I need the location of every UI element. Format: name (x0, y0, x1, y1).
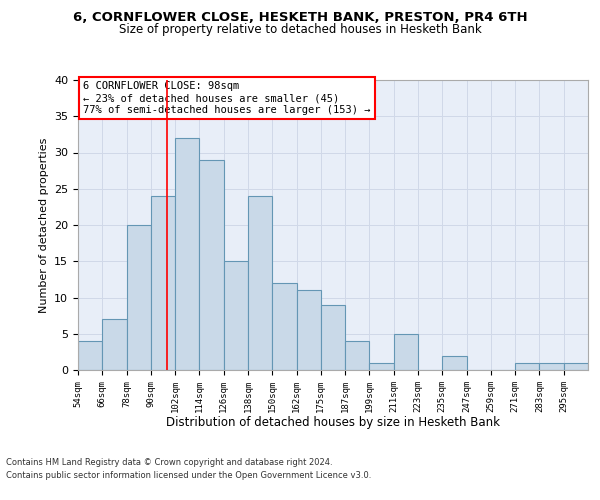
Bar (370, 363, 394, 370)
Bar (199, 160, 224, 370)
Bar (248, 196, 272, 370)
Bar (224, 261, 248, 370)
Text: 6 CORNFLOWER CLOSE: 98sqm
← 23% of detached houses are smaller (45)
77% of semi-: 6 CORNFLOWER CLOSE: 98sqm ← 23% of detac… (83, 82, 371, 114)
Bar (78, 341, 102, 370)
Y-axis label: Number of detached properties: Number of detached properties (38, 138, 49, 312)
Bar (296, 290, 321, 370)
Text: Contains HM Land Registry data © Crown copyright and database right 2024.: Contains HM Land Registry data © Crown c… (6, 458, 332, 467)
Bar (442, 356, 467, 370)
Bar (175, 138, 199, 370)
Bar (564, 363, 588, 370)
Text: Size of property relative to detached houses in Hesketh Bank: Size of property relative to detached ho… (119, 24, 481, 36)
Bar (321, 304, 345, 370)
Bar (102, 320, 127, 370)
Text: Distribution of detached houses by size in Hesketh Bank: Distribution of detached houses by size … (166, 416, 500, 429)
Text: Contains public sector information licensed under the Open Government Licence v3: Contains public sector information licen… (6, 472, 371, 480)
Bar (151, 196, 175, 370)
Bar (345, 341, 370, 370)
Bar (394, 334, 418, 370)
Bar (272, 283, 296, 370)
Text: 6, CORNFLOWER CLOSE, HESKETH BANK, PRESTON, PR4 6TH: 6, CORNFLOWER CLOSE, HESKETH BANK, PREST… (73, 11, 527, 24)
Bar (539, 363, 564, 370)
Bar (127, 225, 151, 370)
Bar (515, 363, 539, 370)
